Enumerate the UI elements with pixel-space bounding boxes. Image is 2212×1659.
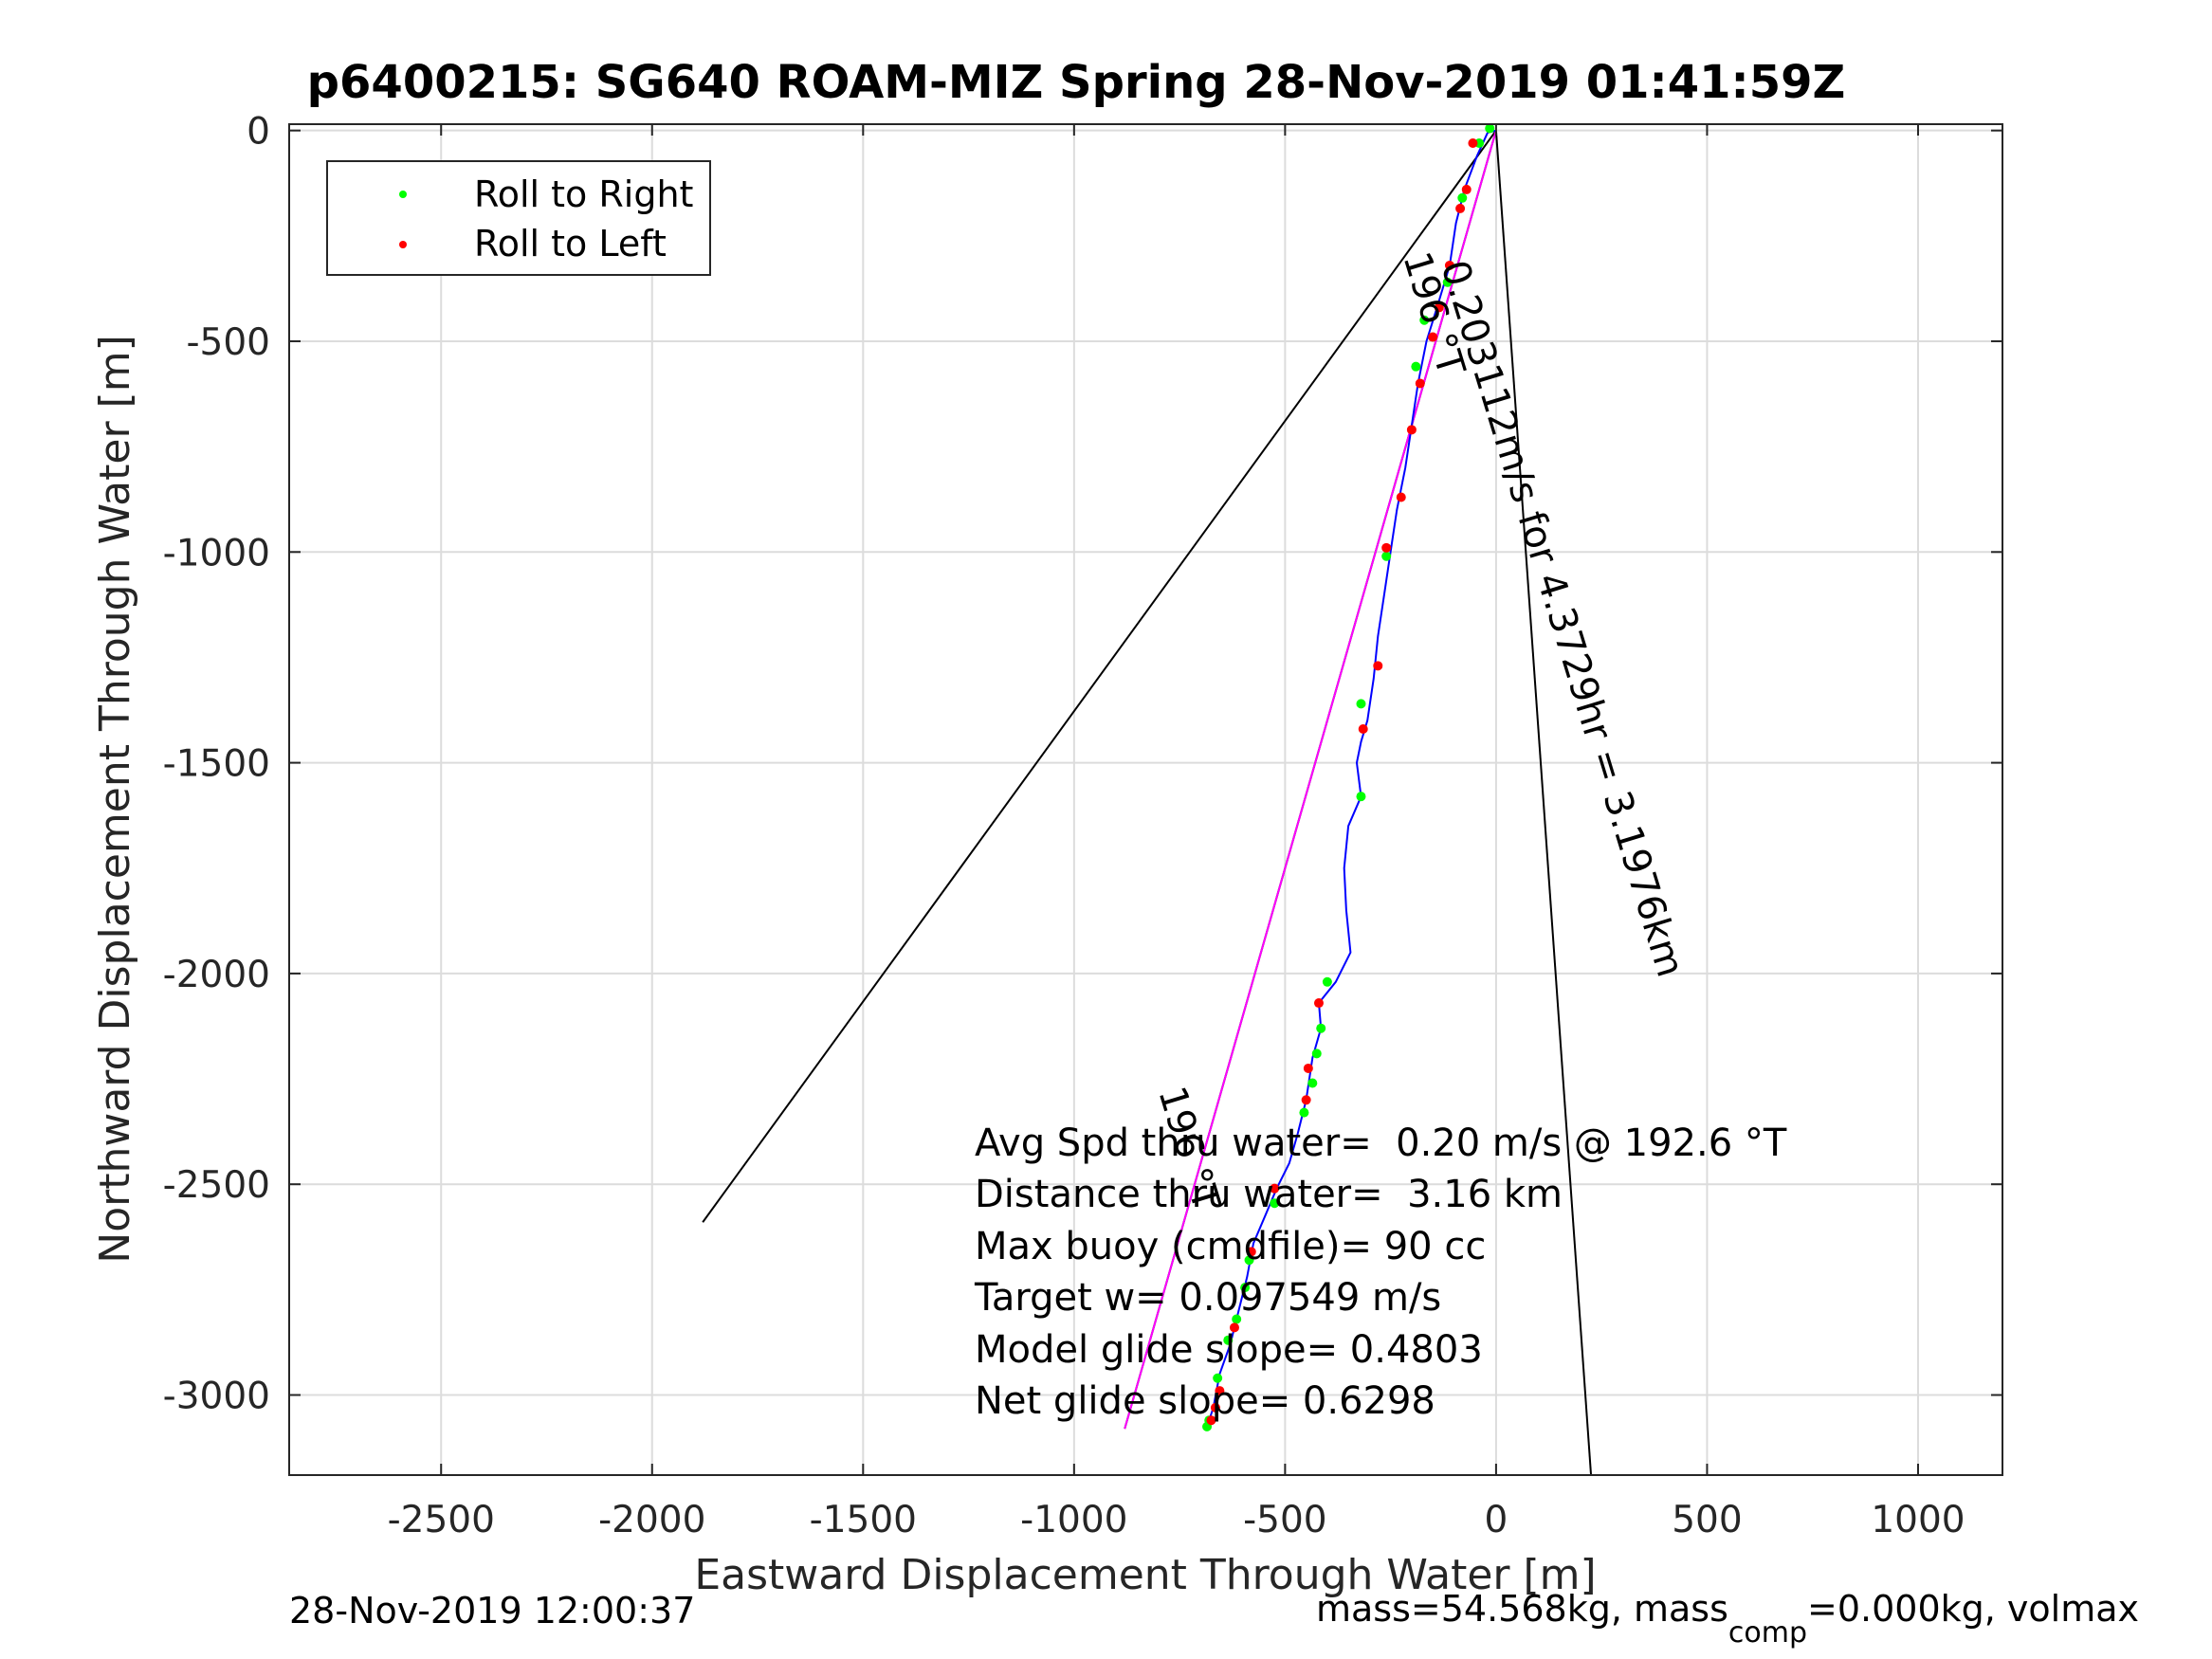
footer-mass-info: mass=54.568kg, masscomp=0.000kg, volmax [1316, 1588, 2139, 1650]
roll-markers [1202, 123, 1495, 1431]
x-tick-label: -2000 [598, 1499, 705, 1541]
roll-left-point [1229, 1322, 1239, 1333]
roll-left-point [1406, 425, 1417, 435]
roll-right-point [1419, 315, 1430, 325]
y-tick-label: -2000 [163, 954, 270, 996]
axes-box [288, 123, 2003, 1476]
y-tick-label: 0 [247, 111, 270, 154]
roll-left-point [1468, 138, 1478, 149]
legend-label-roll-left: Roll to Left [474, 223, 667, 264]
roll-right-point [1457, 192, 1468, 203]
dive-stats: Avg Spd thru water= 0.20 m/s @ 192.6 °T … [974, 1121, 1787, 1423]
roll-left-point [1396, 492, 1406, 502]
bearing-line [702, 130, 1497, 1223]
legend-marker-roll-left [399, 241, 407, 248]
roll-right-point [1244, 1255, 1254, 1266]
bearing-line [1494, 130, 1593, 1476]
axis-ticks: -2500 -2000 -1500 -1000 -500 0 500 1000 0 -500 -10… [163, 111, 2002, 1541]
legend-label-roll-right: Roll to Right [474, 173, 693, 215]
glider-track [1206, 129, 1497, 1428]
gridlines [289, 124, 2002, 1475]
roll-right-point [1311, 1048, 1322, 1059]
y-axis-label: Northward Displacement Through Water [m] [91, 335, 139, 1263]
plot-lines [702, 130, 1593, 1476]
stat-target-w: Target w= 0.097549 m/s [974, 1276, 1441, 1320]
legend-marker-roll-right [399, 191, 407, 198]
footer-mass-tail: =0.000kg, volmax [1807, 1588, 2139, 1630]
roll-left-point [1415, 378, 1425, 389]
roll-right-point [1307, 1078, 1318, 1088]
x-axis-label: Eastward Displacement Through Water [m] [694, 1551, 1596, 1599]
footer-mass-main: mass=54.568kg, mass [1316, 1588, 1728, 1630]
roll-right-point [1232, 1314, 1242, 1324]
roll-left-point [1313, 998, 1324, 1009]
roll-right-point [1316, 1023, 1326, 1033]
stat-avg-speed: Avg Spd thru water= 0.20 m/s @ 192.6 °T [975, 1121, 1787, 1165]
x-tick-label: -2500 [388, 1499, 495, 1541]
roll-left-point [1210, 1402, 1220, 1413]
chart-title: p6400215: SG640 ROAM-MIZ Spring 28-Nov-2… [307, 56, 1846, 109]
footer-mass-sub: comp [1728, 1616, 1807, 1650]
roll-left-point [1206, 1415, 1216, 1426]
legend: Roll to Right Roll to Left [326, 160, 711, 276]
y-tick-label: -1500 [163, 743, 270, 786]
y-tick-label: -2500 [163, 1164, 270, 1207]
roll-left-point [1301, 1095, 1311, 1105]
roll-left-point [1428, 332, 1438, 342]
roll-left-point [1303, 1063, 1313, 1073]
x-tick-label: 1000 [1871, 1499, 1965, 1541]
roll-right-point [1270, 1198, 1280, 1209]
roll-left-point [1358, 724, 1368, 735]
roll-right-point [1223, 1335, 1234, 1345]
roll-left-point [1373, 661, 1383, 671]
x-tick-label: -500 [1243, 1499, 1327, 1541]
x-tick-label: 0 [1484, 1499, 1508, 1541]
track-line [1206, 129, 1497, 1428]
roll-left-point [1246, 1247, 1256, 1257]
roll-left-point [1461, 184, 1472, 194]
y-tick-label: -500 [186, 321, 270, 364]
roll-left-point [1444, 260, 1454, 270]
roll-right-point [1213, 1373, 1223, 1383]
y-tick-label: -1000 [163, 532, 270, 574]
roll-right-point [1411, 361, 1421, 372]
roll-left-point [1455, 203, 1466, 213]
roll-right-point [1485, 123, 1495, 134]
stat-distance: Distance thru water= 3.16 km [975, 1173, 1563, 1216]
roll-right-point [1322, 976, 1332, 987]
roll-left-point [1270, 1183, 1280, 1194]
legend-box [326, 160, 711, 276]
roll-right-point [1442, 277, 1453, 287]
stat-net-glide-slope: Net glide slope= 0.6298 [975, 1379, 1435, 1423]
roll-right-point [1240, 1283, 1251, 1293]
roll-right-point [1381, 551, 1392, 561]
x-tick-label: 500 [1672, 1499, 1742, 1541]
roll-right-point [1299, 1107, 1309, 1118]
stat-max-buoy: Max buoy (cmdfile)= 90 cc [975, 1225, 1486, 1268]
stat-model-glide-slope: Model glide slope= 0.4803 [975, 1328, 1483, 1372]
roll-right-point [1356, 699, 1366, 709]
x-tick-label: -1000 [1020, 1499, 1127, 1541]
net-displacement-line [1124, 130, 1497, 1430]
x-tick-label: -1500 [810, 1499, 917, 1541]
roll-left-point [1434, 302, 1444, 313]
y-tick-label: -3000 [163, 1376, 270, 1418]
footer-timestamp: 28-Nov-2019 12:00:37 [289, 1590, 695, 1632]
roll-right-point [1356, 792, 1366, 802]
roll-left-point [1215, 1386, 1225, 1396]
roll-left-point [1381, 542, 1392, 553]
